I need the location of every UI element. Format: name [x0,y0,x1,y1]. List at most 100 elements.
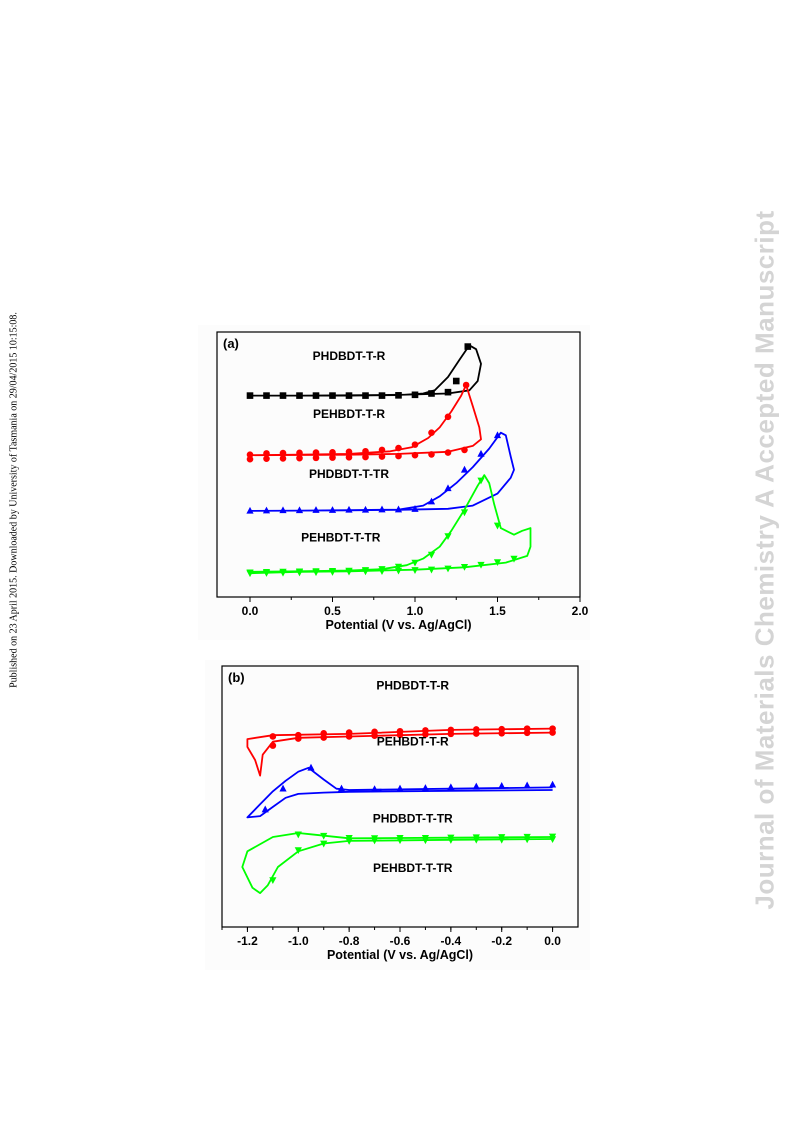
data-point-phdbdt-t-r [329,392,336,399]
data-point-pehbdt-t-tr [312,569,320,577]
data-point-pehbdt-t-tr [427,566,436,574]
data-point-phdbdt-t-tr [498,782,506,789]
data-point-pehbdt-t-r [246,455,254,463]
chart-a-svg: (a) 0.0 0.5 1.0 1.5 2.0 Potential (V vs. Ag/Ag… [216,331,589,632]
data-point-pehbdt-t-r [345,448,353,456]
x-tick-label: -1.0 [288,934,309,948]
x-tick-label: 1.5 [489,604,506,618]
data-point-pehbdt-t-r [444,449,452,456]
data-point-pehbdt-t-tr [548,836,557,844]
data-point-pehbdt-t-tr [246,570,254,578]
series-label-pehbdt-t-r: PEHBDT-T-R [377,735,449,749]
series-label-pehbdt-t-tr: PEHBDT-T-TR [373,861,453,875]
series-pehbdt-t-r [246,725,556,777]
data-point-pehbdt-t-tr [394,567,403,575]
x-axis-label: Potential (V vs. Ag/AgCl) [325,618,471,632]
data-point-phdbdt-t-tr [261,805,269,813]
journal-watermark: Journal of Materials Chemistry A Accepte… [749,210,780,910]
data-point-pehbdt-t-tr [396,837,404,845]
data-point-pehbdt-t-r [296,454,303,462]
data-point-pehbdt-t-r [411,451,419,459]
data-point-pehbdt-t-r [523,729,531,737]
data-point-pehbdt-t-tr [444,533,452,541]
data-point-pehbdt-t-r [395,452,402,460]
data-point-pehbdt-t-tr [411,559,419,567]
data-point-phdbdt-t-tr [307,763,315,771]
panel-label: (b) [228,670,245,685]
data-point-pehbdt-t-r [444,413,452,421]
series-pehbdt-t-r [246,381,482,463]
data-point-pehbdt-t-r [378,453,386,460]
chart-b-svg: (b) -1.2 -1.0 -0.8 -0.6 -0.4 -0.2 0.0 Potential … [221,665,579,962]
series-label-phdbdt-t-r: PHDBDT-T-R [376,678,449,692]
data-point-pehbdt-t-tr [294,831,302,839]
series-label-phdbdt-t-tr: PHDBDT-T-TR [309,467,389,481]
data-point-phdbdt-t-r [312,392,320,399]
data-point-pehbdt-t-tr [345,838,353,845]
data-point-phdbdt-t-r [452,377,460,385]
data-point-pehbdt-t-r [462,381,470,389]
plot-frame [221,665,579,928]
data-point-pehbdt-t-tr [411,567,419,574]
data-point-phdbdt-t-tr [427,497,436,505]
data-point-pehbdt-t-r [345,454,353,461]
data-point-pehbdt-t-tr [295,569,304,577]
data-point-phdbdt-t-r [395,392,402,399]
data-point-pehbdt-t-r [549,729,556,736]
data-point-phdbdt-t-tr [279,784,287,792]
data-point-pehbdt-t-r [329,454,336,461]
x-axis-label: Potential (V vs. Ag/AgCl) [327,948,473,962]
data-point-pehbdt-t-tr [460,563,469,571]
data-point-pehbdt-t-r [279,455,287,462]
data-point-phdbdt-t-r [428,390,435,397]
data-point-pehbdt-t-r [362,453,369,461]
data-point-phdbdt-t-tr [444,484,452,492]
series-label-pehbdt-t-r: PEHBDT-T-R [313,407,385,421]
data-point-phdbdt-t-tr [262,506,271,514]
series-label-pehbdt-t-tr: PEHBDT-T-TR [301,530,381,544]
data-point-phdbdt-t-tr [548,780,557,788]
data-point-pehbdt-t-r [269,733,277,740]
x-tick-label: -0.4 [441,934,462,948]
series-phdbdt-t-tr [246,763,557,819]
figure-panel-a: (a) 0.0 0.5 1.0 1.5 2.0 Potential (V vs. Ag/Ag… [198,325,590,640]
data-point-pehbdt-t-r [263,455,270,462]
data-point-pehbdt-t-tr [477,477,485,485]
x-tick-label: -0.8 [339,934,360,948]
data-point-pehbdt-t-r [312,454,320,462]
data-point-pehbdt-t-r [428,451,435,458]
data-point-pehbdt-t-r [294,735,302,742]
data-point-phdbdt-t-r [464,343,472,350]
series-phdbdt-t-tr [246,431,515,514]
data-point-phdbdt-t-r [444,388,452,396]
data-point-pehbdt-t-tr [294,847,302,855]
data-point-pehbdt-t-tr [447,837,455,844]
data-point-pehbdt-t-r [447,730,455,738]
x-tick-label: 0.5 [324,604,341,618]
data-point-pehbdt-t-tr [427,551,436,559]
data-point-pehbdt-t-tr [493,522,502,530]
data-point-phdbdt-t-tr [378,505,386,513]
series-line-pehbdt-t-tr [249,474,532,575]
series-line-phdbdt-t-tr [246,766,553,819]
data-point-phdbdt-t-tr [411,505,419,512]
data-point-pehbdt-t-r [395,444,402,452]
series-pehbdt-t-tr [241,831,557,894]
series-line-phdbdt-t-r [250,344,482,397]
data-point-phdbdt-t-r [263,392,270,399]
data-point-phdbdt-t-tr [370,785,379,792]
data-point-phdbdt-t-r [279,392,287,399]
data-point-pehbdt-t-r [428,429,435,436]
data-point-phdbdt-t-r [345,392,353,399]
data-point-pehbdt-t-tr [472,836,480,844]
data-point-pehbdt-t-r [378,446,386,454]
data-point-phdbdt-t-tr [472,782,480,790]
data-point-phdbdt-t-tr [246,506,254,514]
series-phdbdt-t-r [246,343,482,399]
data-point-phdbdt-t-r [362,392,369,399]
data-point-pehbdt-t-r [296,449,303,457]
panel-label: (a) [223,336,239,351]
data-point-phdbdt-t-r [378,392,386,399]
data-point-pehbdt-t-tr [328,569,337,576]
data-point-phdbdt-t-tr [477,449,485,457]
